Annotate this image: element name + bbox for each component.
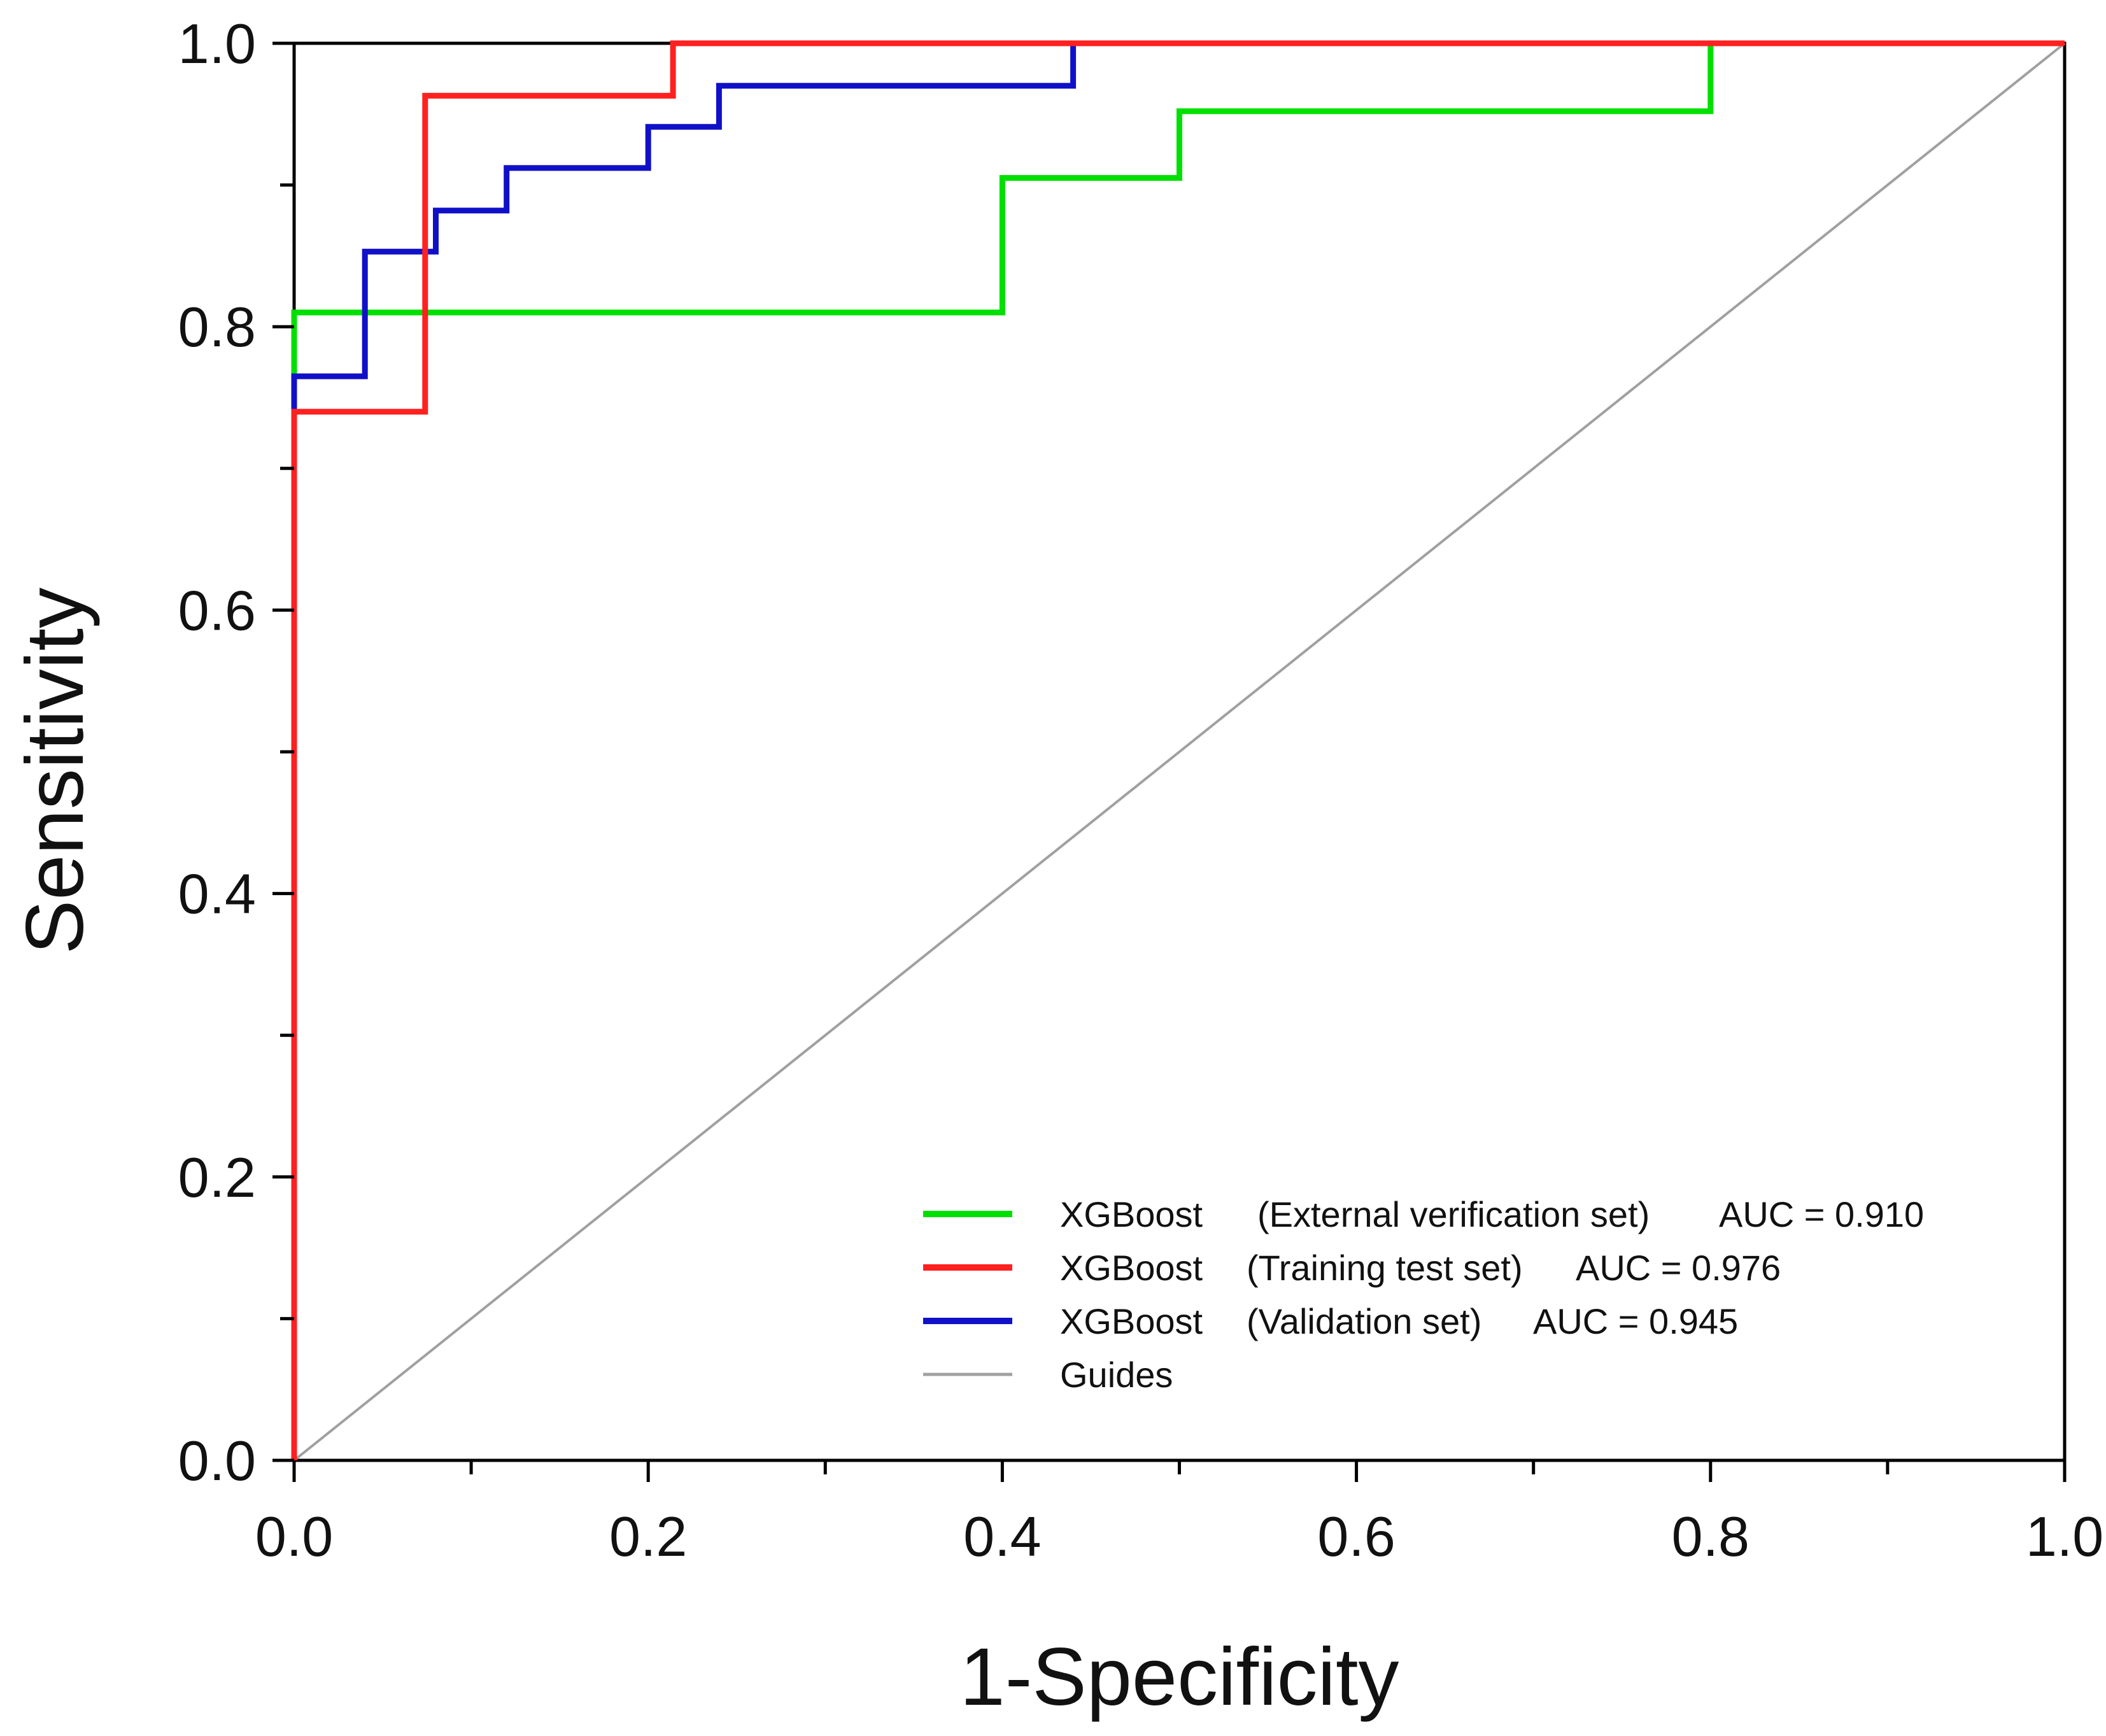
series-line-3 (293, 42, 2066, 1462)
legend-series-auc: AUC = 0.945 (1533, 1301, 1738, 1341)
y-tick-label: 0.6 (178, 579, 256, 642)
legend-series-subset: (Validation set) (1247, 1301, 1481, 1341)
legend-series-name: XGBoost (1060, 1248, 1203, 1288)
x-tick-label: 1.0 (2026, 1505, 2103, 1568)
y-tick-label: 0.0 (178, 1429, 256, 1492)
x-tick-label: 0.0 (255, 1505, 333, 1568)
y-tick-label: 0.8 (178, 295, 256, 358)
legend-series-subset: (External verification set) (1257, 1194, 1650, 1234)
legend-series-name: XGBoost (1060, 1194, 1203, 1234)
x-tick-label: 0.8 (1672, 1505, 1749, 1568)
series-line-1 (291, 40, 2065, 1460)
axis-ticks: 0.0 0.2 0.4 0.6 0.8 1.0 0.0 0.2 0.4 0.6 0.8 1.0 (178, 12, 2104, 1568)
x-axis-label: 1-Specificity (960, 1632, 1399, 1723)
series-line-2 (291, 40, 2065, 1460)
y-tick-label: 1.0 (178, 12, 256, 75)
legend-series-name: Guides (1060, 1355, 1173, 1395)
legend-series-auc: AUC = 0.910 (1719, 1194, 1924, 1234)
y-axis-label: Sensitivity (10, 588, 101, 954)
y-tick-label: 0.4 (178, 863, 256, 926)
y-tick-label: 0.2 (178, 1146, 256, 1209)
series-group (291, 40, 2066, 1462)
x-tick-label: 0.2 (609, 1505, 687, 1568)
x-tick-label: 0.6 (1317, 1505, 1395, 1568)
legend-series-subset: (Training test set) (1247, 1248, 1523, 1288)
legend: XGBoost (External verification set) AUC = … (923, 1194, 1924, 1395)
legend-series-name: XGBoost (1060, 1301, 1203, 1341)
x-tick-label: 0.4 (963, 1505, 1041, 1568)
legend-series-auc: AUC = 0.976 (1576, 1248, 1781, 1288)
series-line-0 (291, 40, 2065, 1460)
